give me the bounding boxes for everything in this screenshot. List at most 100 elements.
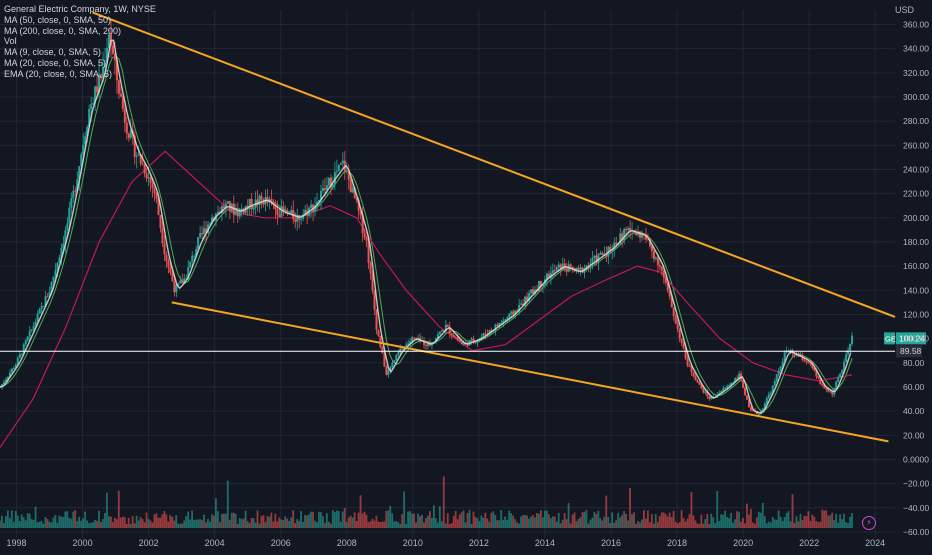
volume-bar — [133, 523, 136, 528]
candle-body — [205, 228, 208, 233]
volume-bar — [393, 521, 396, 528]
volume-bar — [347, 517, 350, 528]
candle-body — [672, 307, 675, 317]
volume-bar — [246, 520, 249, 528]
candle-body — [738, 373, 741, 380]
volume-bar — [213, 515, 215, 528]
candle-body — [684, 348, 687, 359]
candle-body — [256, 199, 259, 205]
candle-body — [585, 265, 588, 269]
candle-body — [698, 382, 701, 385]
candle-body — [736, 378, 739, 380]
volume-bar — [76, 521, 79, 528]
volume-bar — [266, 516, 269, 528]
volume-bar — [789, 521, 792, 528]
trendline[interactable] — [171, 301, 889, 443]
candle-body — [26, 336, 29, 341]
volume-bar — [165, 514, 168, 528]
candle-body — [718, 392, 721, 395]
indicator-ma20[interactable]: MA (20, close, 0, SMA, 5) — [4, 57, 107, 68]
volume-bar — [575, 521, 578, 528]
volume-bar — [815, 521, 818, 528]
volume-bar — [141, 519, 144, 528]
candle-body — [52, 276, 55, 282]
volume-bar — [720, 514, 723, 528]
candle-body — [321, 188, 324, 191]
volume-bar — [367, 522, 370, 528]
candle-body — [56, 262, 59, 271]
volume-bar — [432, 505, 435, 528]
volume-bar — [831, 512, 834, 528]
trendline[interactable] — [92, 11, 896, 318]
candle-body — [94, 86, 97, 104]
volume-bar — [823, 510, 826, 528]
candle-body — [216, 211, 219, 214]
y-tick-label: 220.00 — [903, 189, 929, 199]
lightning-icon[interactable]: ⚡ — [862, 516, 876, 530]
volume-bar — [359, 495, 362, 528]
volume-bar — [389, 505, 392, 528]
volume-bar — [395, 521, 398, 528]
candle-body — [591, 257, 594, 264]
candle-body — [726, 385, 729, 388]
indicator-ma50[interactable]: MA (50, close, 0, SMA, 50) — [4, 14, 112, 25]
y-tick-label: −20.00 — [903, 479, 930, 489]
volume-bar — [84, 511, 87, 528]
volume-bar — [96, 520, 98, 528]
volume-bar — [353, 512, 356, 528]
volume-bar — [668, 512, 671, 528]
volume-bar — [452, 515, 455, 528]
candle-body — [397, 352, 400, 355]
volume-bar — [40, 520, 43, 528]
y-tick-label: 60.00 — [903, 382, 925, 392]
volume-bar — [753, 523, 756, 528]
volume-bar — [708, 523, 711, 528]
indicator-ma200[interactable]: MA (200, close, 0, SMA, 200) — [4, 25, 122, 36]
candle-body — [296, 215, 299, 222]
indicator-ema20[interactable]: EMA (20, close, 0, SMA, 5) — [4, 68, 113, 79]
volume-bar — [274, 513, 277, 528]
volume-bar — [312, 511, 314, 528]
candle-body — [117, 80, 120, 94]
volume-bar — [702, 523, 705, 528]
candle-body — [448, 326, 451, 334]
volume-bar — [541, 517, 544, 528]
volume-bar — [22, 517, 25, 528]
candle-body — [383, 353, 386, 367]
volume-bar — [387, 510, 390, 528]
volume-bar — [736, 511, 738, 528]
volume-bar — [468, 510, 471, 528]
x-tick-label: 2006 — [271, 538, 291, 548]
candle-body — [817, 376, 820, 379]
volume-bar — [321, 516, 324, 528]
volume-bar — [536, 512, 538, 528]
candle-body — [371, 273, 374, 291]
volume-bar — [585, 510, 588, 528]
candle-body — [601, 252, 604, 255]
volume-bar — [615, 520, 618, 528]
candle-body — [22, 344, 25, 354]
volume-bar — [161, 514, 164, 528]
candle-body — [561, 263, 564, 271]
candle-body — [86, 126, 89, 137]
candle-body — [746, 395, 749, 400]
volume-bar — [833, 520, 836, 528]
volume-bar — [92, 522, 94, 528]
indicator-vol[interactable]: Vol — [4, 36, 17, 47]
volume-bar — [641, 519, 643, 528]
volume-bar — [761, 502, 764, 528]
candle-body — [189, 261, 192, 268]
volume-bar — [438, 506, 441, 528]
volume-bar — [341, 511, 344, 528]
volume-bar — [775, 519, 778, 528]
candle-body — [331, 184, 334, 188]
candle-body — [532, 289, 535, 294]
indicator-ma9[interactable]: MA (9, close, 0, SMA, 5) — [4, 47, 102, 58]
candle-body — [686, 358, 689, 366]
volume-bar — [791, 494, 794, 528]
volume-bar — [331, 510, 334, 528]
volume-bar — [335, 510, 338, 528]
volume-bar — [4, 516, 7, 528]
